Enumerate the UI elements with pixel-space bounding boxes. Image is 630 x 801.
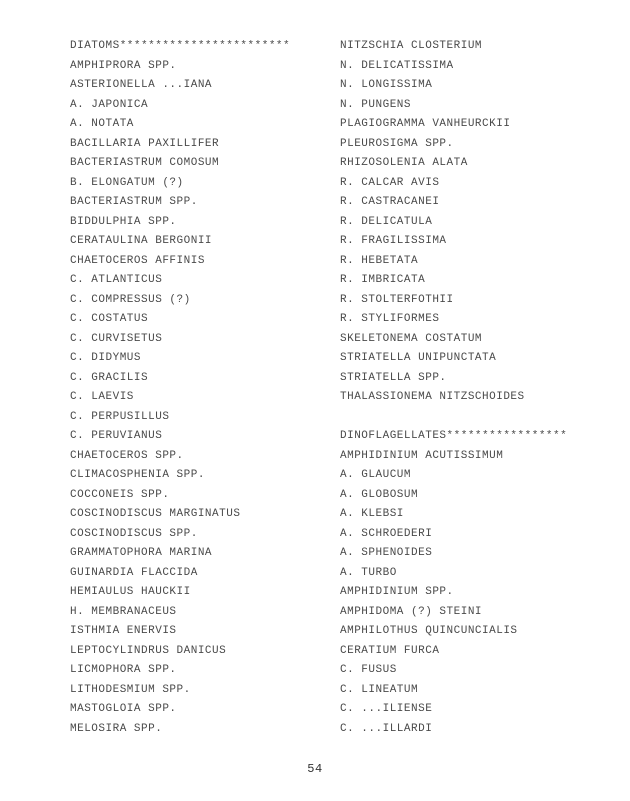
species-line: C. COSTATUS xyxy=(70,313,310,325)
species-line: BACILLARIA PAXILLIFER xyxy=(70,138,310,150)
species-line: R. DELICATULA xyxy=(340,216,580,228)
species-line: AMPHIPRORA SPP. xyxy=(70,60,310,72)
species-line: NITZSCHIA CLOSTERIUM xyxy=(340,40,580,52)
species-line: A. GLOBOSUM xyxy=(340,489,580,501)
species-line: CHAETOCEROS SPP. xyxy=(70,450,310,462)
species-line: R. CALCAR AVIS xyxy=(340,177,580,189)
species-line: COSCINODISCUS MARGINATUS xyxy=(70,508,310,520)
species-line: C. GRACILIS xyxy=(70,372,310,384)
species-line: LEPTOCYLINDRUS DANICUS xyxy=(70,645,310,657)
species-line: MELOSIRA SPP. xyxy=(70,723,310,735)
species-line: A. SCHROEDERI xyxy=(340,528,580,540)
species-line: ISTHMIA ENERVIS xyxy=(70,625,310,637)
species-line: COCCONEIS SPP. xyxy=(70,489,310,501)
species-line: BACTERIASTRUM COMOSUM xyxy=(70,157,310,169)
species-line: C. DIDYMUS xyxy=(70,352,310,364)
species-line: R. CASTRACANEI xyxy=(340,196,580,208)
species-line: A. SPHENOIDES xyxy=(340,547,580,559)
species-line: HEMIAULUS HAUCKII xyxy=(70,586,310,598)
species-line: N. PUNGENS xyxy=(340,99,580,111)
species-line: CLIMACOSPHENIA SPP. xyxy=(70,469,310,481)
species-line: DIATOMS************************ xyxy=(70,40,310,52)
species-line: C. ...ILLARDI xyxy=(340,723,580,735)
page-number: 54 xyxy=(0,762,630,776)
species-line: C. ...ILIENSE xyxy=(340,703,580,715)
species-line: BIDDULPHIA SPP. xyxy=(70,216,310,228)
species-line: AMPHIDOMA (?) STEINI xyxy=(340,606,580,618)
species-line xyxy=(340,411,580,423)
species-line: STRIATELLA SPP. xyxy=(340,372,580,384)
document-page: DIATOMS************************ AMPHIPROR… xyxy=(0,0,630,762)
species-line: R. HEBETATA xyxy=(340,255,580,267)
species-line: A. KLEBSI xyxy=(340,508,580,520)
species-line: SKELETONEMA COSTATUM xyxy=(340,333,580,345)
species-line: AMPHILOTHUS QUINCUNCIALIS xyxy=(340,625,580,637)
species-line: BACTERIASTRUM SPP. xyxy=(70,196,310,208)
right-column: NITZSCHIA CLOSTERIUM N. DELICATISSIMA N. L… xyxy=(340,40,580,742)
species-line: STRIATELLA UNIPUNCTATA xyxy=(340,352,580,364)
species-line: A. NOTATA xyxy=(70,118,310,130)
species-line: C. LAEVIS xyxy=(70,391,310,403)
species-line: N. DELICATISSIMA xyxy=(340,60,580,72)
species-line: MASTOGLOIA SPP. xyxy=(70,703,310,715)
species-line: A. GLAUCUM xyxy=(340,469,580,481)
species-line: H. MEMBRANACEUS xyxy=(70,606,310,618)
species-line: COSCINODISCUS SPP. xyxy=(70,528,310,540)
species-line: GRAMMATOPHORA MARINA xyxy=(70,547,310,559)
species-line: LICMOPHORA SPP. xyxy=(70,664,310,676)
species-line: AMPHIDINIUM SPP. xyxy=(340,586,580,598)
species-line: C. FUSUS xyxy=(340,664,580,676)
species-line: R. STYLIFORMES xyxy=(340,313,580,325)
species-line: ASTERIONELLA ...IANA xyxy=(70,79,310,91)
species-line: A. TURBO xyxy=(340,567,580,579)
species-line: DINOFLAGELLATES***************** xyxy=(340,430,580,442)
species-line: R. STOLTERFOTHII xyxy=(340,294,580,306)
species-line: R. IMBRICATA xyxy=(340,274,580,286)
species-line: CERATAULINA BERGONII xyxy=(70,235,310,247)
species-line: C. COMPRESSUS (?) xyxy=(70,294,310,306)
species-line: LITHODESMIUM SPP. xyxy=(70,684,310,696)
left-column: DIATOMS************************ AMPHIPROR… xyxy=(70,40,310,742)
species-line: CHAETOCEROS AFFINIS xyxy=(70,255,310,267)
species-line: C. PERUVIANUS xyxy=(70,430,310,442)
species-line: PLAGIOGRAMMA VANHEURCKII xyxy=(340,118,580,130)
species-line: C. CURVISETUS xyxy=(70,333,310,345)
species-line: GUINARDIA FLACCIDA xyxy=(70,567,310,579)
species-line: R. FRAGILISSIMA xyxy=(340,235,580,247)
species-line: RHIZOSOLENIA ALATA xyxy=(340,157,580,169)
species-line: C. LINEATUM xyxy=(340,684,580,696)
species-line: AMPHIDINIUM ACUTISSIMUM xyxy=(340,450,580,462)
species-line: PLEUROSIGMA SPP. xyxy=(340,138,580,150)
species-line: B. ELONGATUM (?) xyxy=(70,177,310,189)
species-line: THALASSIONEMA NITZSCHOIDES xyxy=(340,391,580,403)
species-line: A. JAPONICA xyxy=(70,99,310,111)
species-line: C. ATLANTICUS xyxy=(70,274,310,286)
species-line: C. PERPUSILLUS xyxy=(70,411,310,423)
species-line: CERATIUM FURCA xyxy=(340,645,580,657)
species-line: N. LONGISSIMA xyxy=(340,79,580,91)
